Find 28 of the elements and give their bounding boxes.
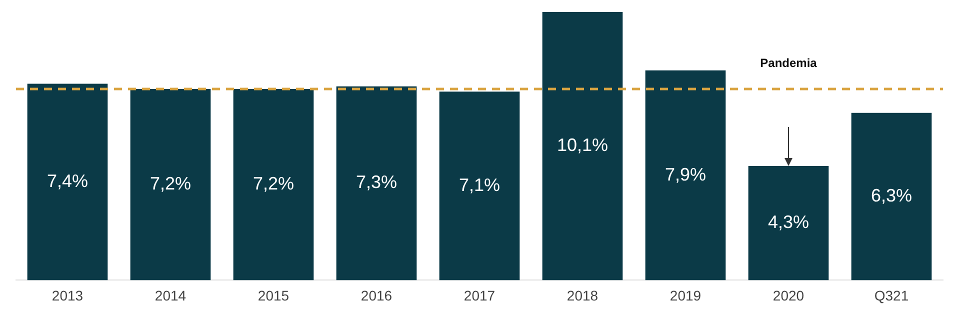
annotation: Pandemia xyxy=(760,56,818,70)
data-label: 6,3% xyxy=(870,186,912,206)
x-tick-label: 2017 xyxy=(464,287,496,304)
data-label: 10,1% xyxy=(556,135,608,156)
bar xyxy=(233,89,314,280)
x-tick-label: Q321 xyxy=(874,287,909,304)
data-label: 7,1% xyxy=(458,174,500,195)
x-tick-label: 2020 xyxy=(772,287,804,304)
x-tick-label: 2013 xyxy=(52,287,84,304)
bar xyxy=(336,86,417,280)
data-label: 7,2% xyxy=(150,174,192,194)
data-label: 4,3% xyxy=(768,212,810,232)
x-tick-label: 2014 xyxy=(154,287,186,304)
data-label: 7,9% xyxy=(664,164,706,184)
data-label: 7,3% xyxy=(356,172,398,192)
x-tick-label: 2015 xyxy=(258,287,290,304)
data-label: 7,2% xyxy=(252,174,294,194)
bar xyxy=(851,112,932,280)
bar xyxy=(130,89,211,280)
bar xyxy=(748,166,829,280)
x-tick-label: 2018 xyxy=(566,287,598,304)
bar xyxy=(439,92,520,280)
data-label: 7,4% xyxy=(46,170,88,191)
x-tick-label: 2019 xyxy=(670,287,702,304)
x-tick-label: 2016 xyxy=(360,287,392,304)
bar xyxy=(645,70,726,280)
bar xyxy=(542,12,623,280)
bar xyxy=(27,84,108,280)
